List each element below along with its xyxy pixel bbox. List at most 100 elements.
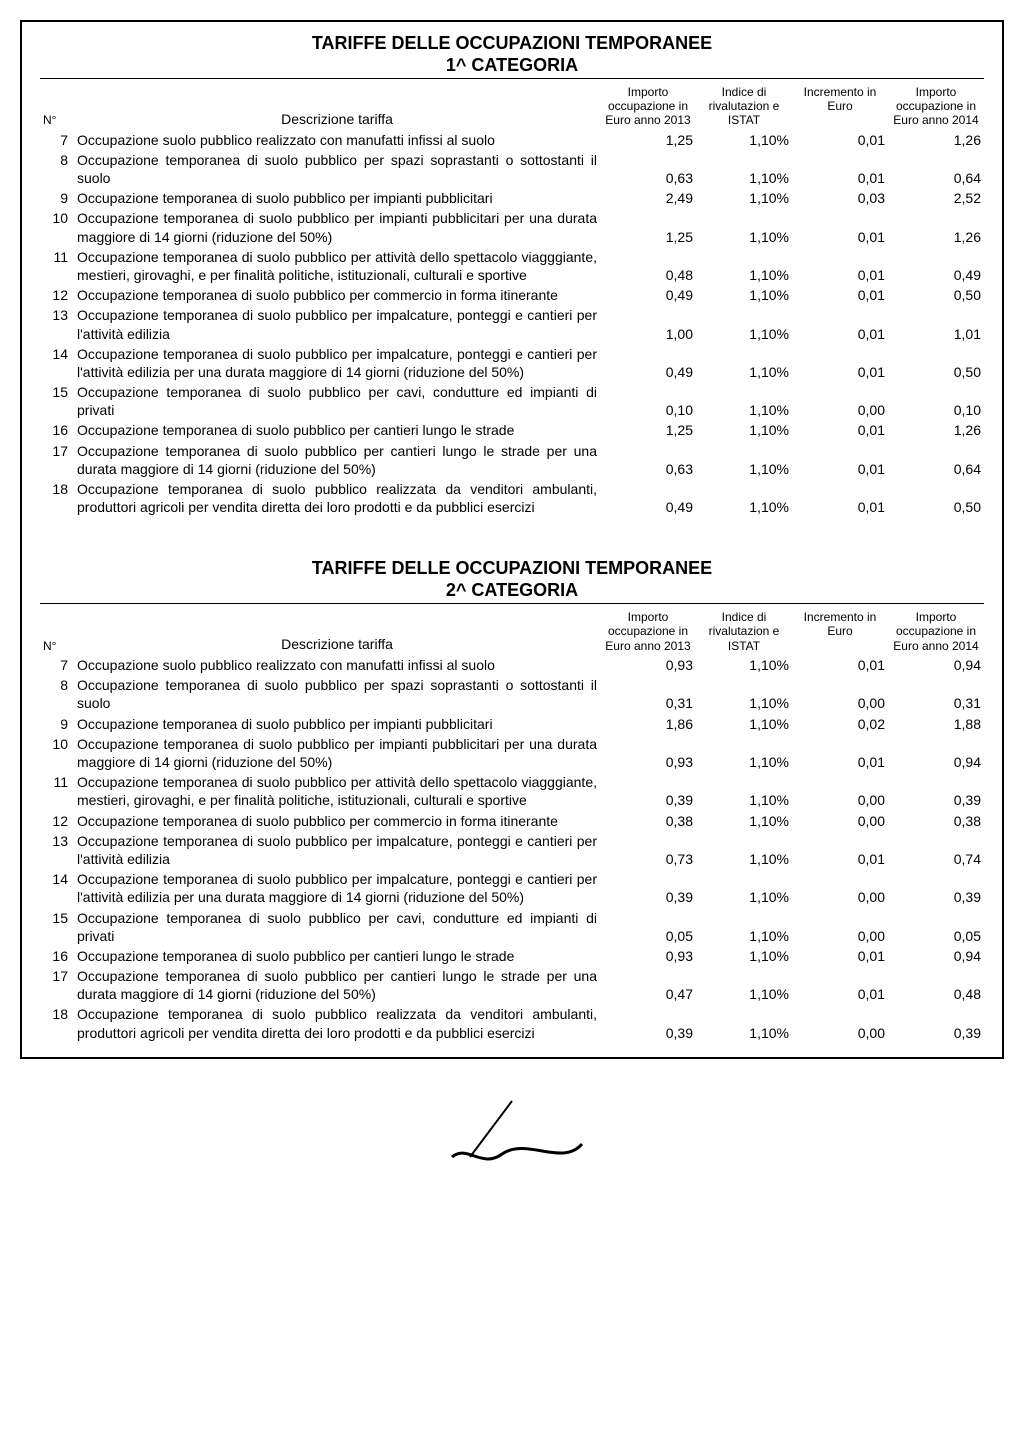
- cell-incremento: 0,00: [792, 382, 888, 420]
- cell-indice: 1,10%: [696, 966, 792, 1004]
- cell-importo-2013: 0,63: [600, 150, 696, 188]
- cell-incremento: 0,00: [792, 811, 888, 831]
- cell-importo-2014: 0,64: [888, 441, 984, 479]
- tariff-table: N°Descrizione tariffaImporto occupazione…: [40, 608, 984, 1043]
- cell-indice: 1,10%: [696, 188, 792, 208]
- cell-importo-2013: 0,93: [600, 946, 696, 966]
- cell-importo-2013: 0,39: [600, 1004, 696, 1042]
- cell-desc: Occupazione temporanea di suolo pubblico…: [74, 734, 600, 772]
- cell-desc: Occupazione temporanea di suolo pubblico…: [74, 811, 600, 831]
- cell-importo-2013: 1,00: [600, 305, 696, 343]
- cell-num: 7: [40, 655, 74, 675]
- table-row: 8Occupazione temporanea di suolo pubblic…: [40, 675, 984, 713]
- cell-num: 12: [40, 811, 74, 831]
- cell-importo-2014: 0,39: [888, 772, 984, 810]
- cell-incremento: 0,01: [792, 831, 888, 869]
- col-header-incremento: Incremento in Euro: [792, 608, 888, 655]
- cell-desc: Occupazione temporanea di suolo pubblico…: [74, 714, 600, 734]
- cell-num: 13: [40, 831, 74, 869]
- cell-desc: Occupazione temporanea di suolo pubblico…: [74, 966, 600, 1004]
- table-row: 12Occupazione temporanea di suolo pubbli…: [40, 811, 984, 831]
- cell-importo-2014: 0,64: [888, 150, 984, 188]
- cell-importo-2014: 1,01: [888, 305, 984, 343]
- cell-importo-2013: 0,73: [600, 831, 696, 869]
- cell-indice: 1,10%: [696, 908, 792, 946]
- cell-importo-2013: 0,10: [600, 382, 696, 420]
- cell-indice: 1,10%: [696, 655, 792, 675]
- cell-desc: Occupazione temporanea di suolo pubblico…: [74, 479, 600, 517]
- cell-importo-2014: 0,48: [888, 966, 984, 1004]
- cell-num: 7: [40, 130, 74, 150]
- table-row: 11Occupazione temporanea di suolo pubbli…: [40, 247, 984, 285]
- table-row: 10Occupazione temporanea di suolo pubbli…: [40, 734, 984, 772]
- cell-desc: Occupazione temporanea di suolo pubblico…: [74, 305, 600, 343]
- table-row: 18Occupazione temporanea di suolo pubbli…: [40, 1004, 984, 1042]
- cell-importo-2014: 0,39: [888, 869, 984, 907]
- cell-indice: 1,10%: [696, 130, 792, 150]
- cell-importo-2013: 1,25: [600, 130, 696, 150]
- cell-incremento: 0,01: [792, 441, 888, 479]
- col-header-importo-2014: Importo occupazione in Euro anno 2014: [888, 83, 984, 130]
- cell-desc: Occupazione temporanea di suolo pubblico…: [74, 344, 600, 382]
- col-header-num: N°: [40, 608, 74, 655]
- cell-num: 8: [40, 675, 74, 713]
- cell-incremento: 0,00: [792, 772, 888, 810]
- col-header-indice: Indice di rivalutazion e ISTAT: [696, 608, 792, 655]
- cell-desc: Occupazione temporanea di suolo pubblico…: [74, 831, 600, 869]
- cell-num: 17: [40, 966, 74, 1004]
- cell-desc: Occupazione temporanea di suolo pubblico…: [74, 150, 600, 188]
- cell-incremento: 0,01: [792, 130, 888, 150]
- cell-num: 11: [40, 772, 74, 810]
- cell-desc: Occupazione temporanea di suolo pubblico…: [74, 946, 600, 966]
- table-row: 13Occupazione temporanea di suolo pubbli…: [40, 305, 984, 343]
- cell-importo-2013: 0,05: [600, 908, 696, 946]
- cell-importo-2013: 0,49: [600, 479, 696, 517]
- cell-importo-2013: 0,39: [600, 869, 696, 907]
- table-row: 18Occupazione temporanea di suolo pubbli…: [40, 479, 984, 517]
- cell-importo-2014: 0,10: [888, 382, 984, 420]
- col-header-importo-2013: Importo occupazione in Euro anno 2013: [600, 83, 696, 130]
- cell-num: 17: [40, 441, 74, 479]
- cell-importo-2013: 0,31: [600, 675, 696, 713]
- cell-incremento: 0,01: [792, 420, 888, 440]
- table-row: 10Occupazione temporanea di suolo pubbli…: [40, 208, 984, 246]
- col-header-num: N°: [40, 83, 74, 130]
- tariff-table: N°Descrizione tariffaImporto occupazione…: [40, 83, 984, 518]
- section-subtitle: 2^ CATEGORIA: [40, 580, 984, 604]
- cell-importo-2013: 1,86: [600, 714, 696, 734]
- document-frame: TARIFFE DELLE OCCUPAZIONI TEMPORANEE1^ C…: [20, 20, 1004, 1059]
- cell-importo-2014: 1,26: [888, 420, 984, 440]
- cell-num: 15: [40, 908, 74, 946]
- cell-importo-2014: 0,50: [888, 344, 984, 382]
- cell-importo-2014: 0,50: [888, 285, 984, 305]
- section-subtitle: 1^ CATEGORIA: [40, 55, 984, 79]
- cell-indice: 1,10%: [696, 150, 792, 188]
- cell-incremento: 0,01: [792, 247, 888, 285]
- cell-num: 16: [40, 420, 74, 440]
- cell-indice: 1,10%: [696, 420, 792, 440]
- col-header-desc: Descrizione tariffa: [74, 608, 600, 655]
- cell-num: 14: [40, 344, 74, 382]
- cell-indice: 1,10%: [696, 675, 792, 713]
- cell-importo-2013: 1,25: [600, 420, 696, 440]
- col-header-importo-2014: Importo occupazione in Euro anno 2014: [888, 608, 984, 655]
- cell-importo-2014: 1,26: [888, 208, 984, 246]
- table-row: 7Occupazione suolo pubblico realizzato c…: [40, 655, 984, 675]
- cell-num: 12: [40, 285, 74, 305]
- cell-desc: Occupazione temporanea di suolo pubblico…: [74, 908, 600, 946]
- cell-importo-2014: 0,39: [888, 1004, 984, 1042]
- cell-desc: Occupazione temporanea di suolo pubblico…: [74, 247, 600, 285]
- cell-incremento: 0,01: [792, 285, 888, 305]
- cell-importo-2013: 2,49: [600, 188, 696, 208]
- cell-incremento: 0,02: [792, 714, 888, 734]
- col-header-importo-2013: Importo occupazione in Euro anno 2013: [600, 608, 696, 655]
- cell-incremento: 0,00: [792, 1004, 888, 1042]
- cell-indice: 1,10%: [696, 247, 792, 285]
- cell-importo-2014: 2,52: [888, 188, 984, 208]
- cell-desc: Occupazione temporanea di suolo pubblico…: [74, 285, 600, 305]
- cell-num: 11: [40, 247, 74, 285]
- table-row: 9Occupazione temporanea di suolo pubblic…: [40, 188, 984, 208]
- cell-importo-2013: 0,93: [600, 734, 696, 772]
- cell-indice: 1,10%: [696, 285, 792, 305]
- cell-num: 10: [40, 734, 74, 772]
